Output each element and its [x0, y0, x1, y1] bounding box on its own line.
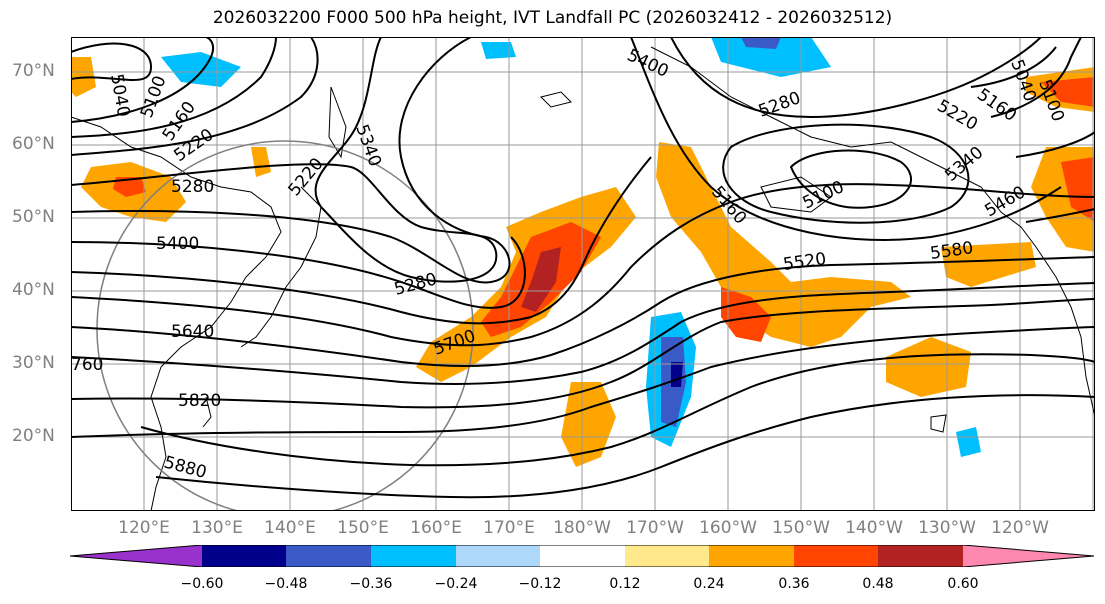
colorbar-tick-label: 0.36 [778, 576, 810, 592]
colorbar [70, 545, 1095, 567]
lon-label: 150°W [772, 518, 830, 538]
map-panel: 5040 5100 5160 5220 5280 5400 5220 5340 … [71, 37, 1095, 511]
lat-label: 60°N [12, 134, 55, 154]
lon-label: 140°W [845, 518, 903, 538]
contour-label: 760 [71, 355, 103, 375]
colorbar-tick-label: 0.12 [609, 576, 641, 592]
colorbar-tick-label: −0.36 [349, 576, 393, 592]
coastlines [71, 46, 1095, 511]
lat-label: 40°N [12, 280, 55, 300]
lon-label: 140°E [264, 518, 316, 538]
colorbar-tick-label: 0.60 [947, 576, 979, 592]
lon-label: 180°W [553, 518, 611, 538]
colorbar-tick-label: −0.60 [180, 576, 224, 592]
colorbar-segment [625, 545, 709, 567]
colorbar-segment [456, 545, 540, 567]
lon-label: 150°E [337, 518, 389, 538]
lat-label: 20°N [12, 426, 55, 446]
lat-label: 50°N [12, 207, 55, 227]
colorbar-segment [286, 545, 371, 567]
colorbar-tick-label: −0.24 [434, 576, 478, 592]
colorbar-segment [540, 545, 625, 567]
plot-title: 2026032200 F000 500 hPa height, IVT Land… [212, 8, 893, 28]
lon-label: 170°W [626, 518, 684, 538]
contour-label: 5400 [156, 234, 199, 254]
colorbar-segment [709, 545, 794, 567]
colorbar-segment [371, 545, 456, 567]
contour-label: 5640 [171, 322, 214, 342]
lon-label: 120°E [118, 518, 170, 538]
lat-label: 30°N [12, 353, 55, 373]
lon-label: 160°W [699, 518, 757, 538]
colorbar-segment [202, 545, 286, 567]
colorbar-tick-label: −0.12 [518, 576, 562, 592]
colorbar-tick-label: 0.48 [862, 576, 894, 592]
colorbar-tick-label: 0.24 [693, 576, 725, 592]
lon-label: 170°E [483, 518, 535, 538]
colorbar-segment [70, 545, 202, 567]
colorbar-tick-label: −0.48 [264, 576, 308, 592]
height-contours [71, 37, 1095, 499]
colorbar-segment [963, 545, 1094, 567]
contour-label: 5280 [171, 177, 214, 197]
lon-label: 130°E [191, 518, 243, 538]
lon-label: 160°E [410, 518, 462, 538]
lon-label: 120°W [991, 518, 1049, 538]
contour-labels: 5040 5100 5160 5220 5280 5400 5220 5340 … [71, 45, 1068, 483]
lon-label: 130°W [918, 518, 976, 538]
contour-label: 5820 [178, 391, 221, 411]
lat-label: 70°N [12, 61, 55, 81]
colorbar-segment [878, 545, 963, 567]
colorbar-segment [794, 545, 878, 567]
